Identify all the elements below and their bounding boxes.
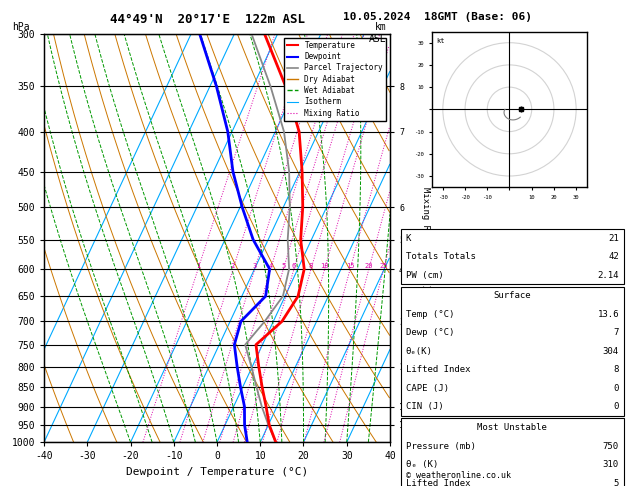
Text: ASL: ASL [369,34,387,44]
Text: Totals Totals: Totals Totals [406,252,476,261]
Text: 7: 7 [613,329,619,337]
Text: Lifted Index: Lifted Index [406,365,470,374]
Text: 10: 10 [320,263,329,269]
Text: hPa: hPa [13,22,30,32]
Text: 4: 4 [269,263,273,269]
Text: Dewp (°C): Dewp (°C) [406,329,454,337]
Y-axis label: Mixing Ratio (g/kg): Mixing Ratio (g/kg) [421,187,430,289]
Text: 0: 0 [613,402,619,411]
Text: 8: 8 [309,263,313,269]
Text: 20: 20 [365,263,373,269]
Text: 13.6: 13.6 [598,310,619,319]
Text: Pressure (mb): Pressure (mb) [406,442,476,451]
Text: 42: 42 [608,252,619,261]
Text: 1: 1 [196,263,200,269]
Text: CAPE (J): CAPE (J) [406,384,448,393]
Text: PW (cm): PW (cm) [406,271,443,279]
Text: 3: 3 [253,263,257,269]
Text: Surface: Surface [494,292,531,300]
Text: 5: 5 [613,479,619,486]
Text: 10.05.2024  18GMT (Base: 06): 10.05.2024 18GMT (Base: 06) [343,12,532,22]
Text: K: K [406,234,411,243]
Text: 750: 750 [603,442,619,451]
Text: kt: kt [436,38,445,44]
Text: 304: 304 [603,347,619,356]
Text: Lifted Index: Lifted Index [406,479,470,486]
Text: 8: 8 [613,365,619,374]
Text: © weatheronline.co.uk: © weatheronline.co.uk [406,471,511,480]
X-axis label: Dewpoint / Temperature (°C): Dewpoint / Temperature (°C) [126,467,308,477]
Text: Most Unstable: Most Unstable [477,423,547,432]
Text: θₑ(K): θₑ(K) [406,347,433,356]
Text: 5: 5 [281,263,286,269]
Text: km: km [375,22,387,32]
Text: 0: 0 [613,384,619,393]
Text: 15: 15 [346,263,354,269]
Text: 6: 6 [292,263,296,269]
Text: 44°49'N  20°17'E  122m ASL: 44°49'N 20°17'E 122m ASL [110,13,305,26]
Text: 310: 310 [603,460,619,469]
Legend: Temperature, Dewpoint, Parcel Trajectory, Dry Adiabat, Wet Adiabat, Isotherm, Mi: Temperature, Dewpoint, Parcel Trajectory… [284,38,386,121]
Text: 21: 21 [608,234,619,243]
Text: 2: 2 [231,263,235,269]
Text: 25: 25 [379,263,388,269]
Text: CIN (J): CIN (J) [406,402,443,411]
Text: 2.14: 2.14 [598,271,619,279]
Text: Temp (°C): Temp (°C) [406,310,454,319]
Text: θₑ (K): θₑ (K) [406,460,438,469]
